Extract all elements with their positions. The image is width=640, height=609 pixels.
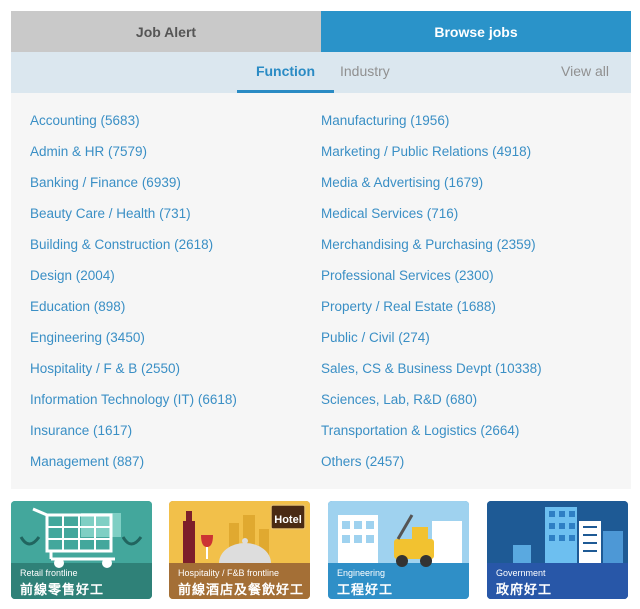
- function-link[interactable]: Information Technology (IT) (6618): [30, 392, 237, 407]
- banner-government-en: Government: [496, 568, 546, 578]
- function-link[interactable]: Sciences, Lab, R&D (680): [321, 392, 478, 407]
- function-link[interactable]: Manufacturing (1956): [321, 113, 450, 128]
- banner-engineering-en: Engineering: [337, 568, 386, 578]
- function-link[interactable]: Insurance (1617): [30, 423, 133, 438]
- banner-retail[interactable]: Retail frontline 前線零售好工: [11, 501, 152, 599]
- function-link[interactable]: Hospitality / F & B (2550): [30, 361, 181, 376]
- category-banners: Retail frontline 前線零售好工 Hotel Hospitalit…: [11, 501, 631, 599]
- function-link[interactable]: Marketing / Public Relations (4918): [321, 144, 532, 159]
- function-link[interactable]: Media & Advertising (1679): [321, 175, 484, 190]
- function-link[interactable]: Public / Civil (274): [321, 330, 430, 345]
- function-link[interactable]: Beauty Care / Health (731): [30, 206, 191, 221]
- function-link[interactable]: Design (2004): [30, 268, 115, 283]
- tab-industry[interactable]: Industry: [340, 63, 390, 79]
- shopping-cart-icon: [11, 501, 152, 599]
- forklift-icon: [328, 501, 469, 599]
- function-link[interactable]: Merchandising & Purchasing (2359): [321, 237, 536, 252]
- function-link[interactable]: Others (2457): [321, 454, 405, 469]
- banner-engineering-zh: 工程好工: [337, 582, 394, 597]
- function-link[interactable]: Transportation & Logistics (2664): [321, 423, 520, 438]
- function-link[interactable]: Accounting (5683): [30, 113, 140, 128]
- banner-government-zh: 政府好工: [496, 582, 553, 597]
- function-link[interactable]: Medical Services (716): [321, 206, 459, 221]
- function-list: Accounting (5683) Admin & HR (7579) Bank…: [11, 93, 631, 489]
- function-link[interactable]: Property / Real Estate (1688): [321, 299, 496, 314]
- banner-engineering[interactable]: Engineering 工程好工: [328, 501, 469, 599]
- tab-function[interactable]: Function: [237, 52, 334, 93]
- hotel-icon: Hotel: [169, 501, 310, 599]
- function-link[interactable]: Engineering (3450): [30, 330, 145, 345]
- function-link[interactable]: Professional Services (2300): [321, 268, 494, 283]
- tab-job-alert[interactable]: Job Alert: [11, 11, 321, 52]
- function-link[interactable]: Admin & HR (7579): [30, 144, 148, 159]
- function-link[interactable]: Banking / Finance (6939): [30, 175, 181, 190]
- sub-tabs: Function Industry View all: [11, 52, 631, 93]
- banner-retail-en: Retail frontline: [20, 568, 78, 578]
- banner-hospitality-zh: 前線酒店及餐飲好工: [178, 582, 305, 597]
- job-browser: Job Alert Browse jobs Function Industry …: [11, 11, 631, 489]
- banner-retail-zh: 前線零售好工: [20, 582, 105, 597]
- function-link[interactable]: Sales, CS & Business Devpt (10338): [321, 361, 542, 376]
- function-link[interactable]: Building & Construction (2618): [30, 237, 214, 252]
- banner-hospitality[interactable]: Hotel Hospitality / F&B frontline 前線酒店及餐…: [169, 501, 310, 599]
- hotel-sign: Hotel: [274, 514, 302, 526]
- tab-browse-jobs[interactable]: Browse jobs: [321, 11, 631, 52]
- banner-government[interactable]: Government 政府好工: [487, 501, 628, 599]
- function-link[interactable]: Management (887): [30, 454, 145, 469]
- top-tabs: Job Alert Browse jobs: [11, 11, 631, 52]
- government-building-icon: [487, 501, 628, 599]
- function-link[interactable]: Education (898): [30, 299, 126, 314]
- banner-hospitality-en: Hospitality / F&B frontline: [178, 568, 280, 578]
- view-all-link[interactable]: View all: [561, 63, 609, 79]
